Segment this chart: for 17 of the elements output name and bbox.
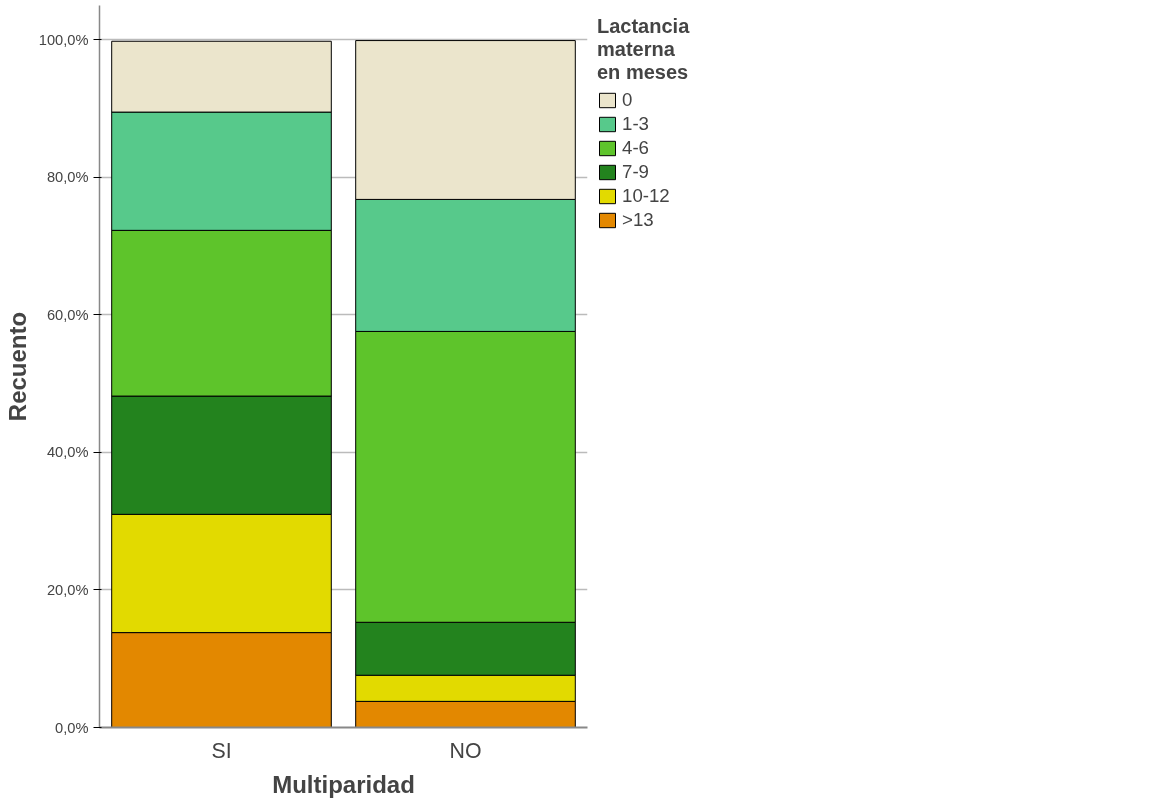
- y-tick-label: 40,0%: [46, 444, 89, 461]
- y-tick-label: 80,0%: [46, 169, 89, 186]
- y-tick-label: 100,0%: [38, 31, 89, 48]
- y-tick-label: 0,0%: [55, 719, 89, 736]
- y-axis-title: Recuento: [3, 311, 31, 422]
- y-tick-label: 60,0%: [46, 306, 89, 323]
- legend-label: 1-3: [622, 113, 649, 135]
- legend-label: 7-9: [622, 161, 649, 183]
- legend-label: 4-6: [622, 137, 649, 159]
- x-axis-title: Multiparidad: [272, 770, 415, 798]
- y-tick-label: 20,0%: [46, 581, 89, 598]
- legend-title: Lactancia materna en meses: [597, 15, 690, 84]
- legend-label: 10-12: [622, 185, 670, 207]
- x-tick-label: SI: [211, 738, 232, 763]
- x-tick-label: NO: [449, 738, 482, 763]
- legend-label: >13: [622, 209, 654, 231]
- legend-label: 0: [622, 89, 634, 111]
